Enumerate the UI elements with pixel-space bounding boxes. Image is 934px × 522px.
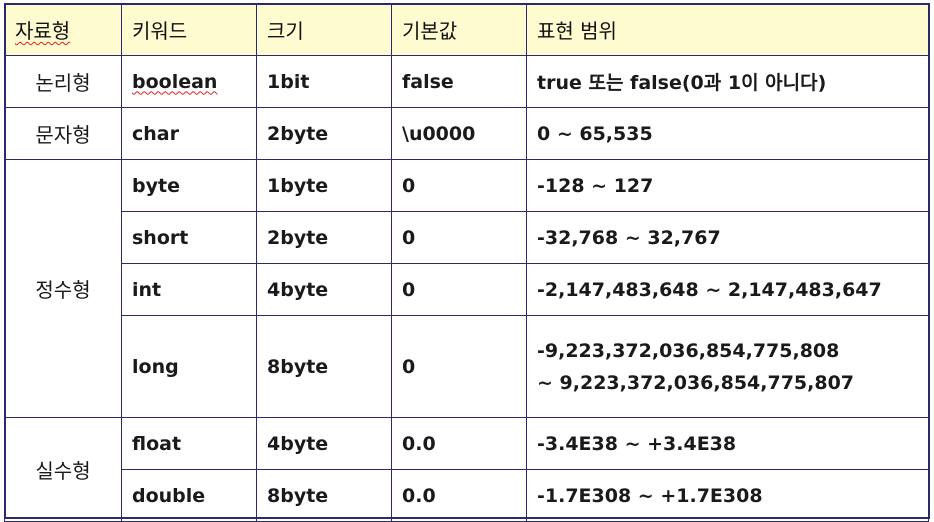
header-type-group: 자료형: [4, 3, 122, 56]
table-row: 문자형 char 2byte \u0000 0 ~ 65,535: [4, 107, 929, 160]
size-cell: 8byte: [256, 469, 392, 522]
range-cell: -1.7E308 ~ +1.7E308: [526, 469, 929, 522]
range-cell: -2,147,483,648 ~ 2,147,483,647: [526, 263, 929, 316]
table-row: 실수형 float 4byte 0.0 -3.4E38 ~ +3.4E38: [4, 417, 929, 522]
default-cell: 0: [391, 211, 527, 264]
range-cell: -9,223,372,036,854,775,808 ~ 9,223,372,0…: [526, 315, 929, 418]
keyword-cell: float: [121, 417, 257, 470]
default-cell: \u0000: [391, 107, 527, 160]
group-integer: 정수형: [4, 159, 122, 418]
default-cell: 0: [391, 315, 527, 418]
range-cell: 0 ~ 65,535: [526, 107, 929, 160]
size-cell: 1byte: [256, 159, 392, 212]
range-cell: -3.4E38 ~ +3.4E38: [526, 417, 929, 470]
header-type-group-text: 자료형: [15, 19, 71, 43]
keyword-cell: double: [121, 469, 257, 522]
size-cell: 2byte: [256, 211, 392, 264]
size-cell: 1bit: [256, 55, 392, 108]
keyword-cell: char: [121, 107, 257, 160]
range-line-2: ~ 9,223,372,036,854,775,807: [537, 371, 855, 394]
header-row: 자료형 키워드 크기 기본값 표현 범위: [4, 3, 929, 56]
keyword-text: boolean: [132, 70, 218, 93]
group-real: 실수형: [4, 417, 122, 522]
header-size: 크기: [256, 3, 392, 56]
keyword-cell: byte: [121, 159, 257, 212]
default-cell: false: [391, 55, 527, 108]
keyword-cell: long: [121, 315, 257, 418]
size-cell: 4byte: [256, 417, 392, 470]
keyword-cell: int: [121, 263, 257, 316]
keyword-cell: short: [121, 211, 257, 264]
keyword-cell: boolean: [121, 55, 257, 108]
table-row: long 8byte 0 -9,223,372,036,854,775,808 …: [5, 315, 929, 418]
header-default: 기본값: [391, 3, 527, 56]
default-cell: 0.0: [391, 469, 527, 522]
table-row: 정수형 byte 1byte 0 -128 ~ 127: [4, 159, 929, 418]
range-line-1: -9,223,372,036,854,775,808: [537, 339, 840, 362]
group-char: 문자형: [4, 107, 122, 160]
size-cell: 8byte: [256, 315, 392, 418]
default-cell: 0: [391, 263, 527, 316]
size-cell: 4byte: [256, 263, 392, 316]
table-row: double 8byte 0.0 -1.7E308 ~ +1.7E308: [5, 469, 929, 522]
group-logical: 논리형: [4, 55, 122, 108]
range-cell: -128 ~ 127: [526, 159, 929, 212]
table-row: int 4byte 0 -2,147,483,648 ~ 2,147,483,6…: [5, 263, 929, 316]
java-primitive-types-table: 자료형 키워드 크기 기본값 표현 범위 논리형 boolean 1bit fa…: [4, 3, 929, 522]
table-row: short 2byte 0 -32,768 ~ 32,767: [5, 211, 929, 264]
default-cell: 0.0: [391, 417, 527, 470]
data-type-table-container: 자료형 키워드 크기 기본값 표현 범위 논리형 boolean 1bit fa…: [4, 3, 930, 522]
range-cell: -32,768 ~ 32,767: [526, 211, 929, 264]
size-cell: 2byte: [256, 107, 392, 160]
header-range: 표현 범위: [526, 3, 929, 56]
table-row: 논리형 boolean 1bit false true 또는 false(0과 …: [4, 55, 929, 108]
range-cell: true 또는 false(0과 1이 아니다): [526, 55, 929, 108]
header-keyword: 키워드: [121, 3, 257, 56]
default-cell: 0: [391, 159, 527, 212]
